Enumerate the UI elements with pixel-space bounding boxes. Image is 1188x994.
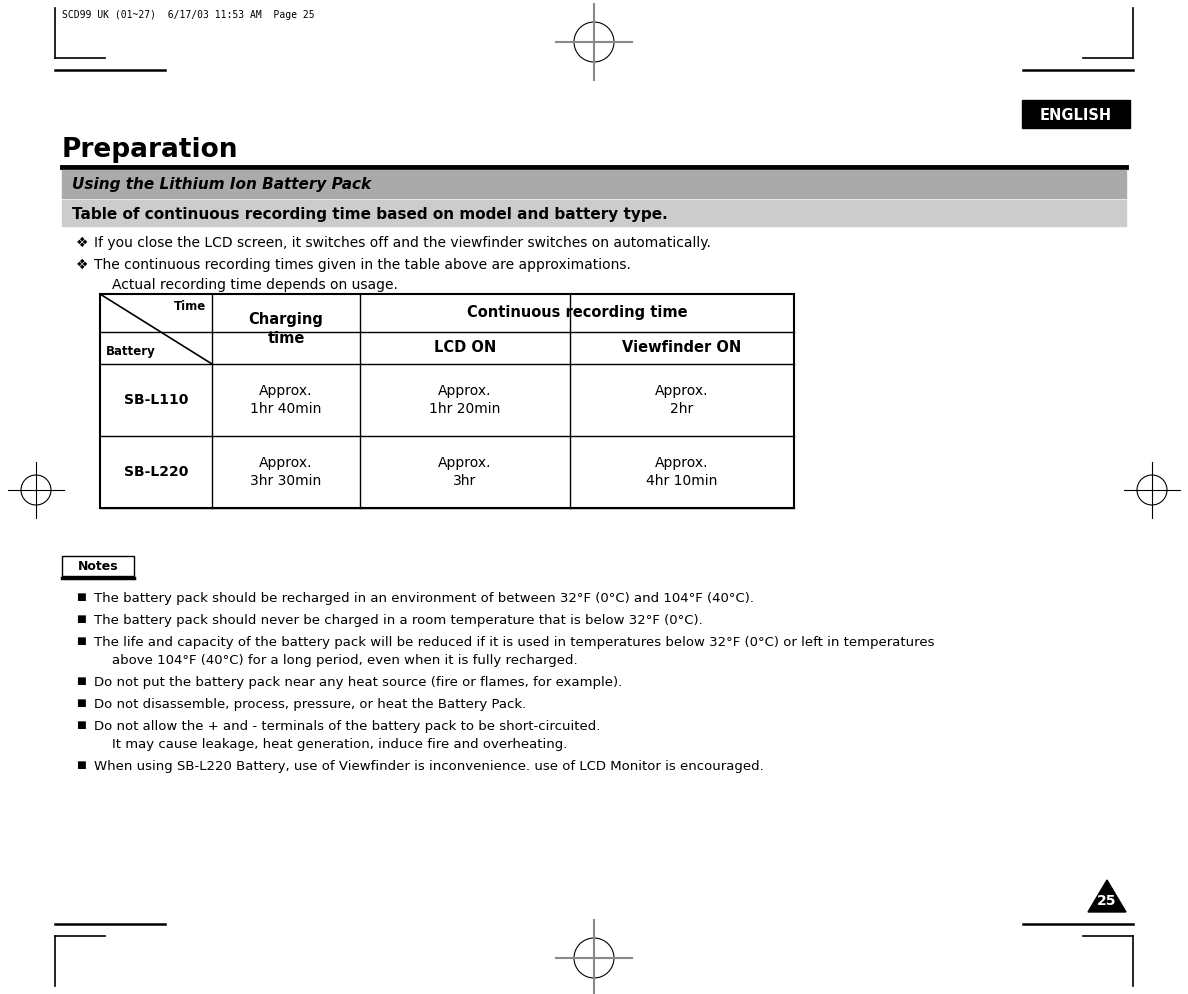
Text: 25: 25 (1098, 895, 1117, 909)
Text: SB-L110: SB-L110 (124, 393, 188, 407)
Text: above 104°F (40°C) for a long period, even when it is fully recharged.: above 104°F (40°C) for a long period, ev… (112, 654, 577, 667)
Text: ■: ■ (76, 760, 86, 770)
Text: SB-L220: SB-L220 (124, 465, 188, 479)
Polygon shape (1088, 880, 1126, 912)
Text: Notes: Notes (77, 561, 119, 574)
Bar (1022, 100, 1130, 128)
Text: Table of continuous recording time based on model and battery type.: Table of continuous recording time based… (72, 207, 668, 222)
Text: Time: Time (173, 300, 206, 313)
Text: Using the Lithium Ion Battery Pack: Using the Lithium Ion Battery Pack (72, 178, 371, 193)
Text: Do not disassemble, process, pressure, or heat the Battery Pack.: Do not disassemble, process, pressure, o… (94, 698, 526, 711)
Text: Approx.
2hr: Approx. 2hr (656, 384, 709, 416)
Text: If you close the LCD screen, it switches off and the viewfinder switches on auto: If you close the LCD screen, it switches… (94, 236, 710, 250)
Text: Viewfinder ON: Viewfinder ON (623, 341, 741, 356)
Text: ■: ■ (76, 720, 86, 730)
Text: Do not put the battery pack near any heat source (fire or flames, for example).: Do not put the battery pack near any hea… (94, 676, 623, 689)
Text: SCD99 UK (01~27)  6/17/03 11:53 AM  Page 25: SCD99 UK (01~27) 6/17/03 11:53 AM Page 2… (62, 10, 315, 20)
Text: Actual recording time depends on usage.: Actual recording time depends on usage. (112, 278, 398, 292)
Text: The battery pack should never be charged in a room temperature that is below 32°: The battery pack should never be charged… (94, 614, 703, 627)
Text: ■: ■ (76, 636, 86, 646)
Text: Charging
time: Charging time (248, 311, 323, 346)
Bar (100, 294, 794, 508)
Text: ❖: ❖ (76, 236, 88, 250)
Text: Continuous recording time: Continuous recording time (467, 305, 688, 320)
Bar (62, 556, 134, 576)
Text: ■: ■ (76, 698, 86, 708)
Text: LCD ON: LCD ON (434, 341, 497, 356)
Text: Approx.
1hr 40min: Approx. 1hr 40min (251, 384, 322, 416)
Text: Battery: Battery (106, 345, 156, 358)
Text: The battery pack should be recharged in an environment of between 32°F (0°C) and: The battery pack should be recharged in … (94, 592, 754, 605)
Text: Preparation: Preparation (62, 137, 239, 163)
Text: ■: ■ (76, 614, 86, 624)
Text: ENGLISH: ENGLISH (1040, 107, 1112, 122)
Bar (62, 200, 1126, 226)
Text: ❖: ❖ (76, 258, 88, 272)
Text: When using SB-L220 Battery, use of Viewfinder is inconvenience. use of LCD Monit: When using SB-L220 Battery, use of Viewf… (94, 760, 764, 773)
Text: The life and capacity of the battery pack will be reduced if it is used in tempe: The life and capacity of the battery pac… (94, 636, 935, 649)
Text: ■: ■ (76, 676, 86, 686)
Text: Do not allow the + and - terminals of the battery pack to be short-circuited.: Do not allow the + and - terminals of th… (94, 720, 600, 733)
Bar (62, 170, 1126, 198)
Text: Approx.
3hr 30min: Approx. 3hr 30min (251, 456, 322, 488)
Text: Approx.
3hr: Approx. 3hr (438, 456, 492, 488)
Text: ■: ■ (76, 592, 86, 602)
Text: The continuous recording times given in the table above are approximations.: The continuous recording times given in … (94, 258, 631, 272)
Text: Approx.
4hr 10min: Approx. 4hr 10min (646, 456, 718, 488)
Text: Approx.
1hr 20min: Approx. 1hr 20min (429, 384, 500, 416)
Text: It may cause leakage, heat generation, induce fire and overheating.: It may cause leakage, heat generation, i… (112, 738, 568, 751)
